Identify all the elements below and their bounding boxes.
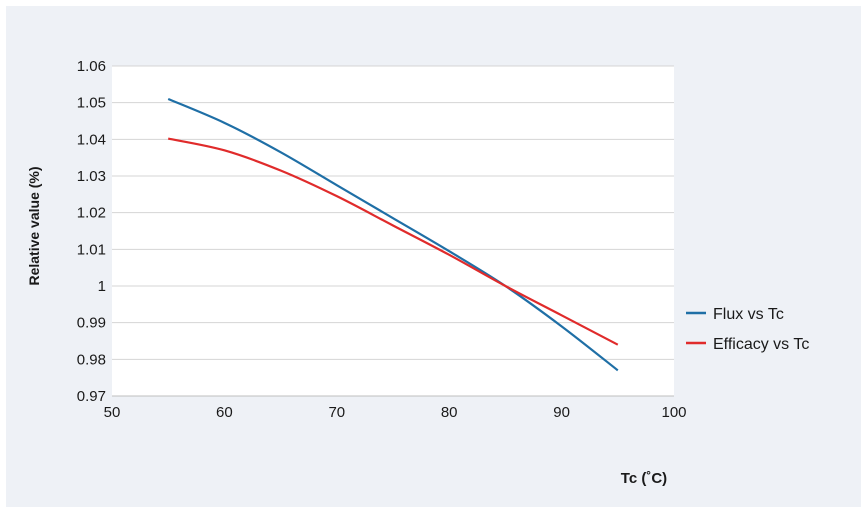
y-tick-label: 0.97 xyxy=(77,388,106,405)
chart-panel: 0.97 0.98 0.99 1 1.01 1.02 1.03 1.04 1.05 1.06 50… xyxy=(6,6,861,507)
series-line-2 xyxy=(167,137,619,346)
series-lines xyxy=(167,97,619,372)
gridlines xyxy=(112,65,674,360)
series-line-1 xyxy=(167,97,619,372)
legend-label: Efficacy vs Tc xyxy=(713,336,809,353)
y-tick-label: 1.05 xyxy=(77,95,106,112)
y-tick-label: 1.02 xyxy=(77,205,106,222)
y-axis-title: Relative value (%) xyxy=(26,166,42,285)
y-tick-labels: 0.97 0.98 0.99 1 1.01 1.02 1.03 1.04 1.05 1.06 xyxy=(77,58,106,405)
x-tick-label: 60 xyxy=(216,404,233,421)
line-chart: 0.97 0.98 0.99 1 1.01 1.02 1.03 1.04 1.05 1.06 50… xyxy=(26,58,809,487)
plot-area xyxy=(112,66,674,396)
x-tick-label: 70 xyxy=(328,404,345,421)
x-tick-labels: 50 60 70 80 90 100 xyxy=(104,404,687,421)
x-tick-label: 50 xyxy=(104,404,121,421)
x-tick-label: 100 xyxy=(661,404,686,421)
x-tick-label: 90 xyxy=(553,404,570,421)
legend-label: Flux vs Tc xyxy=(713,306,784,323)
y-tick-label: 1 xyxy=(98,278,106,295)
y-tick-label: 0.98 xyxy=(77,351,106,368)
y-tick-label: 1.04 xyxy=(77,131,106,148)
y-tick-label: 1.01 xyxy=(77,241,106,258)
y-tick-label: 1.03 xyxy=(77,168,106,185)
x-tick-label: 80 xyxy=(441,404,458,421)
legend: Flux vs Tc Efficacy vs Tc xyxy=(686,306,809,353)
y-tick-label: 1.06 xyxy=(77,58,106,75)
y-tick-label: 0.99 xyxy=(77,315,106,332)
x-axis-title: Tc (˚C) xyxy=(621,470,667,487)
